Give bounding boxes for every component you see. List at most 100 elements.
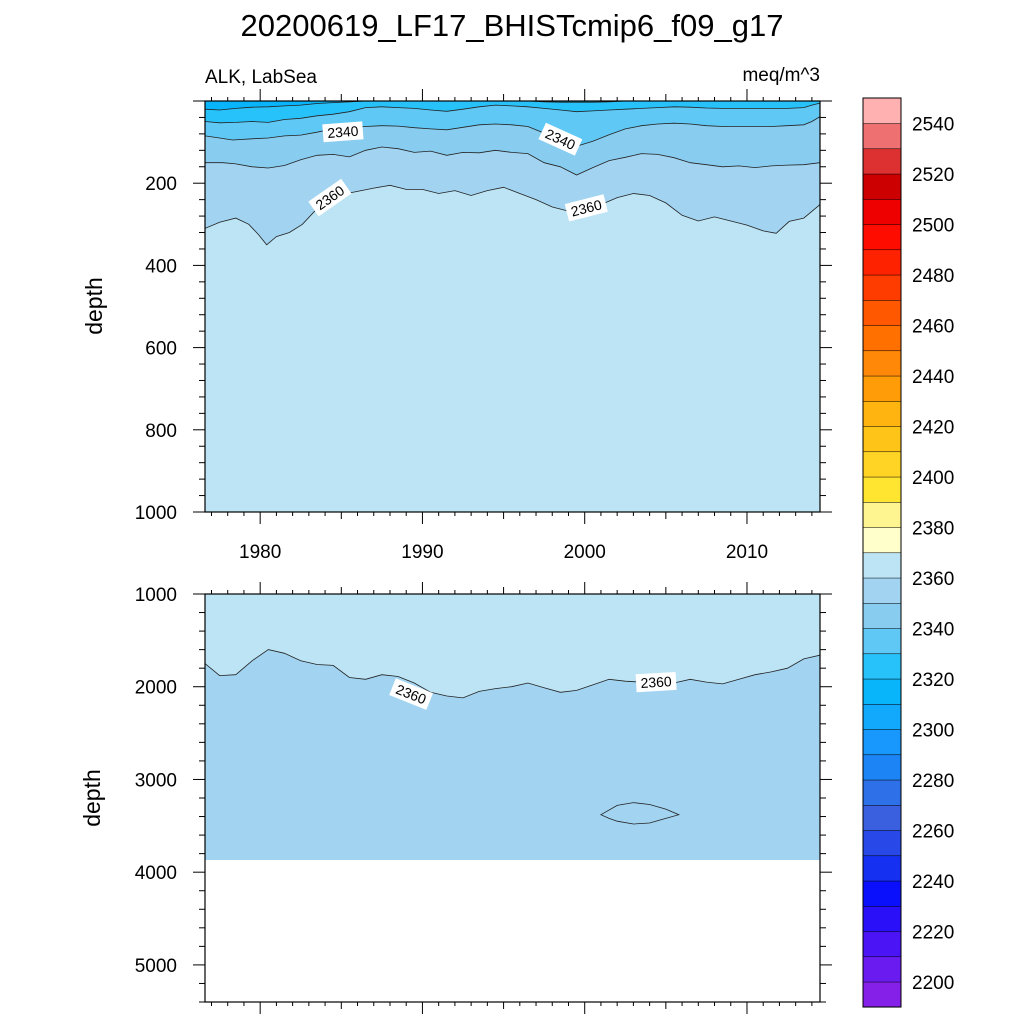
contour-label-2360: 2360 <box>564 194 608 222</box>
y-tick-label-800: 800 <box>145 421 177 442</box>
y-tick-label-600: 600 <box>145 339 177 360</box>
colorbar-label-2460: 2460 <box>912 316 954 337</box>
svg-text:2360: 2360 <box>640 673 672 691</box>
colorbar-label-2520: 2520 <box>912 165 954 186</box>
colorbar-box-21 <box>862 451 902 478</box>
right-subtitle: meq/m^3 <box>742 65 820 86</box>
colorbar-box-19 <box>862 501 902 528</box>
x-tick-label-2010: 2010 <box>726 542 768 563</box>
y-tick-label-400: 400 <box>145 256 177 277</box>
colorbar-box-13 <box>862 653 902 680</box>
colorbar-box-20 <box>862 476 902 503</box>
y-tick-label-1000: 1000 <box>135 503 177 524</box>
colorbar-label-2300: 2300 <box>912 720 954 741</box>
colorbar-box-8 <box>862 779 902 806</box>
colorbar-box-27 <box>862 299 902 326</box>
colorbar-label-2320: 2320 <box>912 670 954 691</box>
contour-line-2350 <box>205 146 820 176</box>
contour-line-2360 <box>205 184 820 246</box>
colorbar-box-12 <box>862 678 902 705</box>
y-axis-label-lower: depth <box>79 769 105 827</box>
colorbar-label-2420: 2420 <box>912 417 954 438</box>
colorbar-label-2540: 2540 <box>912 114 954 135</box>
colorbar-box-31 <box>862 198 902 225</box>
y-tick-label-4000: 4000 <box>135 863 177 884</box>
colorbar-box-24 <box>862 375 902 402</box>
colorbar-label-2260: 2260 <box>912 821 954 842</box>
lower-top-fill <box>205 594 820 698</box>
colorbar-box-22 <box>862 426 902 453</box>
colorbar-box-33 <box>862 148 902 175</box>
y-tick-label-3000: 3000 <box>135 770 177 791</box>
colorbar: 2200 2220 2240 2260 2280 2300 2320 2340 2360 2380… <box>862 97 954 1008</box>
colorbar-box-32 <box>862 173 902 200</box>
colorbar-box-6 <box>862 830 902 857</box>
colorbar-box-15 <box>862 602 902 629</box>
colorbar-box-28 <box>862 274 902 301</box>
colorbar-box-5 <box>862 855 902 882</box>
colorbar-box-18 <box>862 527 902 554</box>
x-tick-label-1980: 1980 <box>239 542 281 563</box>
upper-frame <box>204 100 821 513</box>
colorbar-box-11 <box>862 703 902 730</box>
colorbar-label-2400: 2400 <box>912 468 954 489</box>
colorbar-box-9 <box>862 754 902 781</box>
colorbar-box-0 <box>862 981 902 1008</box>
colorbar-box-1 <box>862 956 902 983</box>
colorbar-label-2380: 2380 <box>912 518 954 539</box>
colorbar-box-2 <box>862 931 902 958</box>
colorbar-box-16 <box>862 577 902 604</box>
colorbar-box-14 <box>862 628 902 655</box>
left-subtitle: ALK, LabSea <box>205 67 317 88</box>
colorbar-box-17 <box>862 552 902 579</box>
colorbar-box-30 <box>862 224 902 251</box>
svg-text:2360: 2360 <box>569 196 603 219</box>
colorbar-box-35 <box>862 97 902 124</box>
contour-line-2360 <box>205 649 820 699</box>
colorbar-box-34 <box>862 123 902 150</box>
colorbar-label-2440: 2440 <box>912 367 954 388</box>
y-tick-label-200: 200 <box>145 174 177 195</box>
colorbar-box-10 <box>862 729 902 756</box>
colorbar-box-4 <box>862 880 902 907</box>
colorbar-frame <box>862 97 902 1008</box>
svg-text:2340: 2340 <box>327 123 359 141</box>
contour-line-2330 <box>205 102 820 124</box>
contour-label-2360: 2360 <box>635 671 677 693</box>
colorbar-label-2480: 2480 <box>912 266 954 287</box>
colorbar-box-7 <box>862 804 902 831</box>
colorbar-label-2240: 2240 <box>912 872 954 893</box>
y-axis-label-upper: depth <box>81 277 107 335</box>
x-tick-label-2000: 2000 <box>564 542 606 563</box>
lower-y-ticks: 1000 2000 3000 4000 5000 <box>135 585 832 1003</box>
y-tick-label-1000: 1000 <box>135 585 177 606</box>
contour-line-2320 <box>205 101 820 111</box>
colorbar-label-2280: 2280 <box>912 771 954 792</box>
contour-line-2340 <box>205 116 820 147</box>
colorbar-box-23 <box>862 400 902 427</box>
y-tick-label-2000: 2000 <box>135 678 177 699</box>
lower-plot-area <box>205 594 820 1002</box>
colorbar-box-29 <box>862 249 902 276</box>
contour-loop-2350 <box>600 802 680 825</box>
upper-plot-area <box>205 101 820 512</box>
colorbar-box-26 <box>862 325 902 352</box>
colorbar-box-3 <box>862 905 902 932</box>
colorbar-label-2340: 2340 <box>912 619 954 640</box>
colorbar-label-2360: 2360 <box>912 569 954 590</box>
y-tick-label-5000: 5000 <box>135 956 177 977</box>
sea-floor-mask <box>205 860 820 1002</box>
contour-fill-2340 <box>205 101 820 147</box>
colorbar-label-2500: 2500 <box>912 215 954 236</box>
contour-label-2340: 2340 <box>322 121 364 143</box>
colorbar-box-25 <box>862 350 902 377</box>
contour-fill-2330 <box>205 101 820 123</box>
contour-fill-2320 <box>205 101 820 110</box>
upper-y-ticks: 200 400 600 800 1000 <box>135 100 832 524</box>
figure-title: 20200619_LF17_BHISTcmip6_f09_g17 <box>241 8 784 43</box>
colorbar-label-2220: 2220 <box>912 922 954 943</box>
x-tick-label-1990: 1990 <box>401 542 443 563</box>
